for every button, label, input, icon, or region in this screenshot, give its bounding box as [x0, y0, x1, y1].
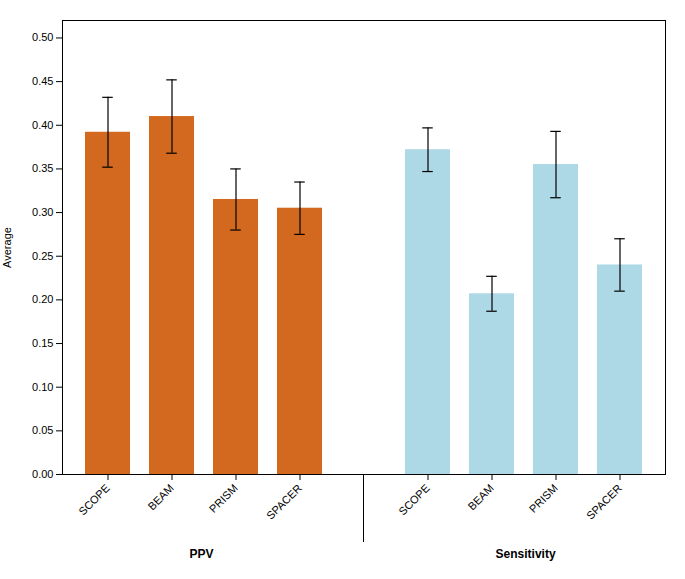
svg-text:0.10: 0.10 [32, 381, 53, 393]
svg-text:0.25: 0.25 [32, 250, 53, 262]
svg-text:0.20: 0.20 [32, 293, 53, 305]
svg-text:PPV: PPV [189, 547, 213, 561]
svg-text:SCOPE: SCOPE [396, 482, 432, 518]
svg-text:Average: Average [1, 227, 13, 268]
svg-text:0.50: 0.50 [32, 31, 53, 43]
svg-text:SCOPE: SCOPE [76, 482, 112, 518]
svg-text:SPACER: SPACER [264, 482, 304, 522]
svg-text:PRISM: PRISM [207, 482, 240, 515]
svg-text:0.05: 0.05 [32, 424, 53, 436]
svg-text:SPACER: SPACER [584, 482, 624, 522]
svg-text:0.15: 0.15 [32, 337, 53, 349]
svg-text:0.35: 0.35 [32, 162, 53, 174]
svg-text:0.40: 0.40 [32, 119, 53, 131]
svg-text:BEAM: BEAM [465, 482, 496, 513]
svg-text:Sensitivity: Sensitivity [496, 547, 556, 561]
svg-text:0.00: 0.00 [32, 468, 53, 480]
svg-text:0.45: 0.45 [32, 75, 53, 87]
svg-text:BEAM: BEAM [145, 482, 176, 513]
svg-text:PRISM: PRISM [527, 482, 560, 515]
svg-text:0.30: 0.30 [32, 206, 53, 218]
